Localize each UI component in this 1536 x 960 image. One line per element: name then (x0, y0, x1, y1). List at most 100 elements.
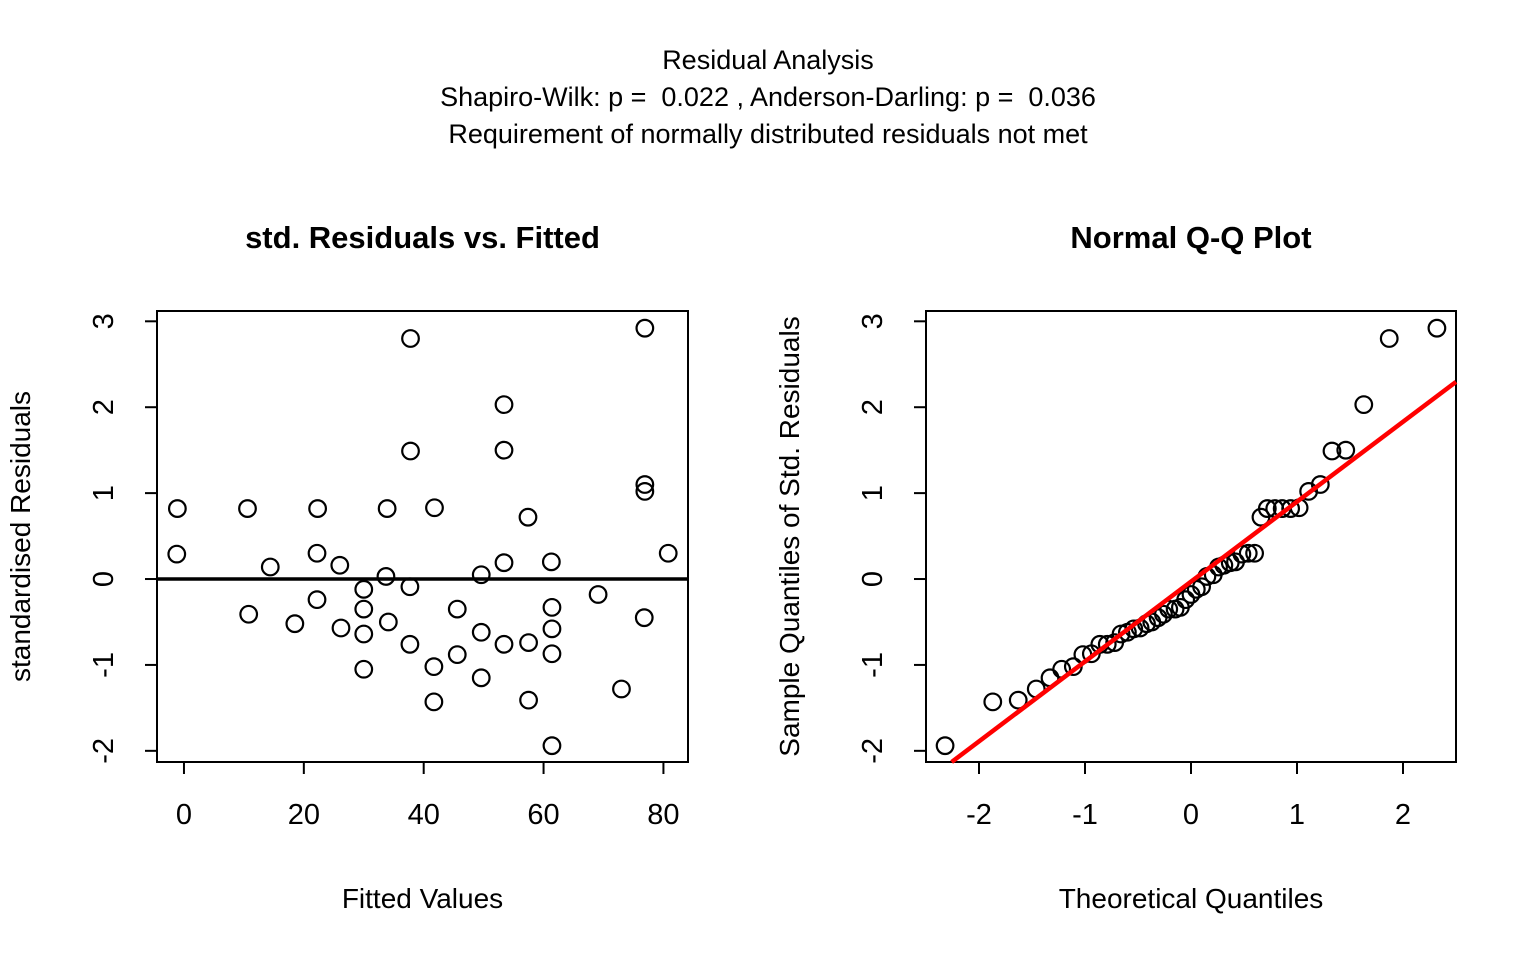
panel-1-data-point (1245, 543, 1264, 563)
panel-0-data-point (588, 585, 608, 604)
panel-0-data-point (447, 645, 467, 665)
panel-0-data-point (494, 395, 514, 415)
panel-0-data-point (354, 579, 374, 599)
panel-0-x-tick-label: 20 (288, 799, 320, 831)
panel-0-data-point (425, 498, 444, 518)
panel-1-y-tick-label: -1 (857, 652, 889, 678)
panel-0-data-point (167, 499, 187, 518)
panel-1-data-point (1008, 690, 1028, 710)
panel-0-data-point (285, 614, 305, 634)
panel-0-data-point (494, 634, 514, 654)
panel-0-y-tick-label: -1 (88, 652, 120, 678)
panel-0-data-point (307, 543, 327, 563)
panel-0-title: std. Residuals vs. Fitted (245, 220, 600, 255)
panel-1-data-point (935, 736, 955, 756)
panel-0-data-point (542, 644, 562, 664)
normality-note: Requirement of normally distributed resi… (448, 119, 1088, 149)
panel-0-data-point (635, 475, 655, 494)
panel-1-y-tick-label: -2 (857, 738, 889, 764)
panel-0-data-point (541, 552, 561, 572)
panel-0-data-point (377, 499, 397, 518)
panel-1-data-point (1354, 395, 1374, 415)
main-title: Residual Analysis (662, 45, 874, 75)
panel-1-y-tick-label: 2 (857, 399, 889, 415)
panel-0-data-point (471, 668, 491, 688)
panel-1-data-point (1427, 318, 1447, 338)
panel-0-data-point (519, 690, 538, 710)
panel-0-data-point (354, 624, 374, 644)
panel-0-data-point (308, 499, 328, 518)
panel-0-data-point (471, 565, 491, 585)
panel-0-x-tick-label: 40 (408, 799, 440, 831)
panel-1-y-tick-label: 0 (857, 571, 889, 587)
panel-0-y-tick-label: 2 (88, 399, 120, 415)
panel-1-data-point (1176, 590, 1196, 610)
panel-1-x-tick-label: -1 (1072, 799, 1098, 831)
panel-0-data-point (424, 657, 444, 677)
panel-1-x-tick-label: 2 (1395, 799, 1411, 831)
panel-1-data-point (1336, 440, 1356, 460)
panel-0-x-axis-label: Fitted Values (342, 883, 503, 914)
panel-1-data-point (1379, 329, 1399, 348)
panel-0-data-point (401, 441, 420, 461)
panel-0-data-point (494, 440, 514, 460)
panel-0-data-point (542, 597, 562, 617)
panel-0-data-point (330, 555, 350, 575)
panel-0-data-point (447, 599, 467, 619)
panel-1-y-tick-label: 3 (857, 313, 889, 329)
panel-0-data-point (167, 544, 187, 564)
panel-0-data-point (635, 318, 655, 338)
panel-0-data-point (376, 567, 396, 586)
panel-0-data-point (354, 659, 374, 679)
panel-0-data-point (471, 622, 491, 642)
panel-1-data-point (1154, 604, 1173, 624)
figure-header: Residual Analysis Shapiro-Wilk: p = 0.02… (0, 42, 1536, 153)
panel-0-plot-box (156, 310, 689, 763)
panel-0-data-point (424, 692, 444, 712)
panel-0-y-tick-label: 1 (88, 485, 120, 501)
panel-0-y-tick-label: -2 (88, 738, 120, 764)
panel-0-data-point (238, 499, 257, 518)
panel-1-y-tick-label: 1 (857, 485, 889, 501)
panel-1-x-axis-label: Theoretical Quantiles (1059, 883, 1324, 914)
panel-0-x-tick-label: 60 (527, 799, 559, 831)
panel-1-data-point (983, 692, 1003, 712)
panel-1-data-point (1322, 441, 1342, 461)
panel-0-data-point (401, 329, 420, 348)
panel-0-x-tick-label: 80 (647, 799, 679, 831)
panel-1-data-point (1097, 634, 1117, 654)
panel-1-title: Normal Q-Q Plot (1070, 220, 1311, 255)
panel-0-data-point (260, 557, 280, 577)
panel-1-data-point (1257, 499, 1277, 518)
panel-1-data-point (1192, 577, 1211, 597)
panel-0-data-point (239, 604, 259, 624)
panel-0-data-point (542, 619, 562, 639)
panel-1-x-tick-label: 1 (1289, 799, 1305, 831)
qq-reference-line (950, 380, 1458, 764)
panel-1-y-axis-label: Sample Quantiles of Std. Residuals (774, 316, 805, 756)
panel-0-y-tick-label: 3 (88, 313, 120, 329)
panel-1-data-point (1310, 475, 1330, 494)
panel-1-x-tick-label: 0 (1183, 799, 1199, 831)
panel-1-x-tick-label: -2 (966, 799, 992, 831)
panel-0-y-axis-label: standardised Residuals (5, 391, 36, 682)
panel-0-data-point (494, 553, 514, 573)
panel-1-data-point (1281, 499, 1301, 518)
panel-0-data-point (542, 736, 562, 756)
panel-0-x-tick-label: 0 (176, 799, 192, 831)
panel-0-data-point (612, 679, 631, 699)
panel-0-data-point (331, 618, 351, 638)
panel-0-data-point (634, 608, 654, 628)
panel-0-y-tick-label: 0 (88, 571, 120, 587)
panel-0-data-point (658, 543, 678, 563)
panel-0-data-point (354, 599, 374, 619)
panel-0-data-point (307, 590, 327, 610)
test-results-subtitle: Shapiro-Wilk: p = 0.022 , Anderson-Darli… (440, 82, 1096, 112)
panel-1-data-point (1238, 543, 1258, 563)
panel-1-plot-box (925, 310, 1457, 763)
panel-0-data-point (400, 577, 420, 597)
panel-0-data-point (400, 634, 420, 654)
panel-0-data-point (519, 633, 538, 652)
